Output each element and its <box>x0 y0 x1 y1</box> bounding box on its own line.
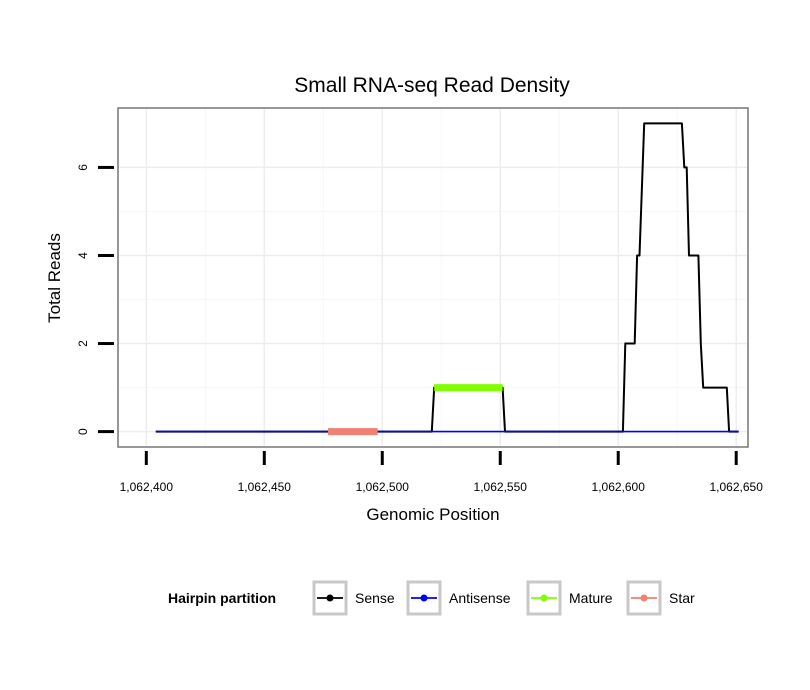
legend-key-point <box>640 594 648 602</box>
x-tick-label: 1,062,450 <box>238 480 292 494</box>
series-sense-line <box>155 122 739 433</box>
x-axis-title: Genomic Position <box>366 505 499 524</box>
y-axis: 0 2 4 6 <box>76 164 114 435</box>
x-tick-label: 1,062,650 <box>710 480 764 494</box>
legend-key-point <box>326 594 334 602</box>
series-lines <box>155 122 739 436</box>
legend-item-star: Star <box>626 580 695 616</box>
legend-title: Hairpin partition <box>168 590 276 606</box>
chart-title: Small RNA-seq Read Density <box>294 74 570 97</box>
y-tick-label: 6 <box>76 164 90 171</box>
legend-item-antisense: Antisense <box>406 580 511 616</box>
legend-key-point <box>420 594 428 602</box>
legend-item-mature: Mature <box>526 580 613 616</box>
y-tick-label: 4 <box>76 252 90 259</box>
x-axis: 1,062,400 1,062,450 1,062,500 1,062,550 1,06… <box>120 451 764 494</box>
x-tick-label: 1,062,550 <box>474 480 528 494</box>
x-tick-label: 1,062,400 <box>120 480 174 494</box>
y-tick-label: 2 <box>76 340 90 347</box>
y-tick-label: 0 <box>76 428 90 435</box>
legend: Hairpin partition Sense Antisense Mature St… <box>168 580 695 616</box>
legend-label: Star <box>669 590 695 606</box>
legend-item-sense: Sense <box>312 580 395 616</box>
legend-key-point <box>540 594 548 602</box>
legend-label: Antisense <box>449 590 511 606</box>
legend-label: Mature <box>569 590 613 606</box>
x-tick-label: 1,062,600 <box>592 480 646 494</box>
y-axis-title: Total Reads <box>45 233 64 323</box>
legend-label: Sense <box>355 590 395 606</box>
x-tick-label: 1,062,500 <box>356 480 410 494</box>
plot-border <box>117 107 749 448</box>
